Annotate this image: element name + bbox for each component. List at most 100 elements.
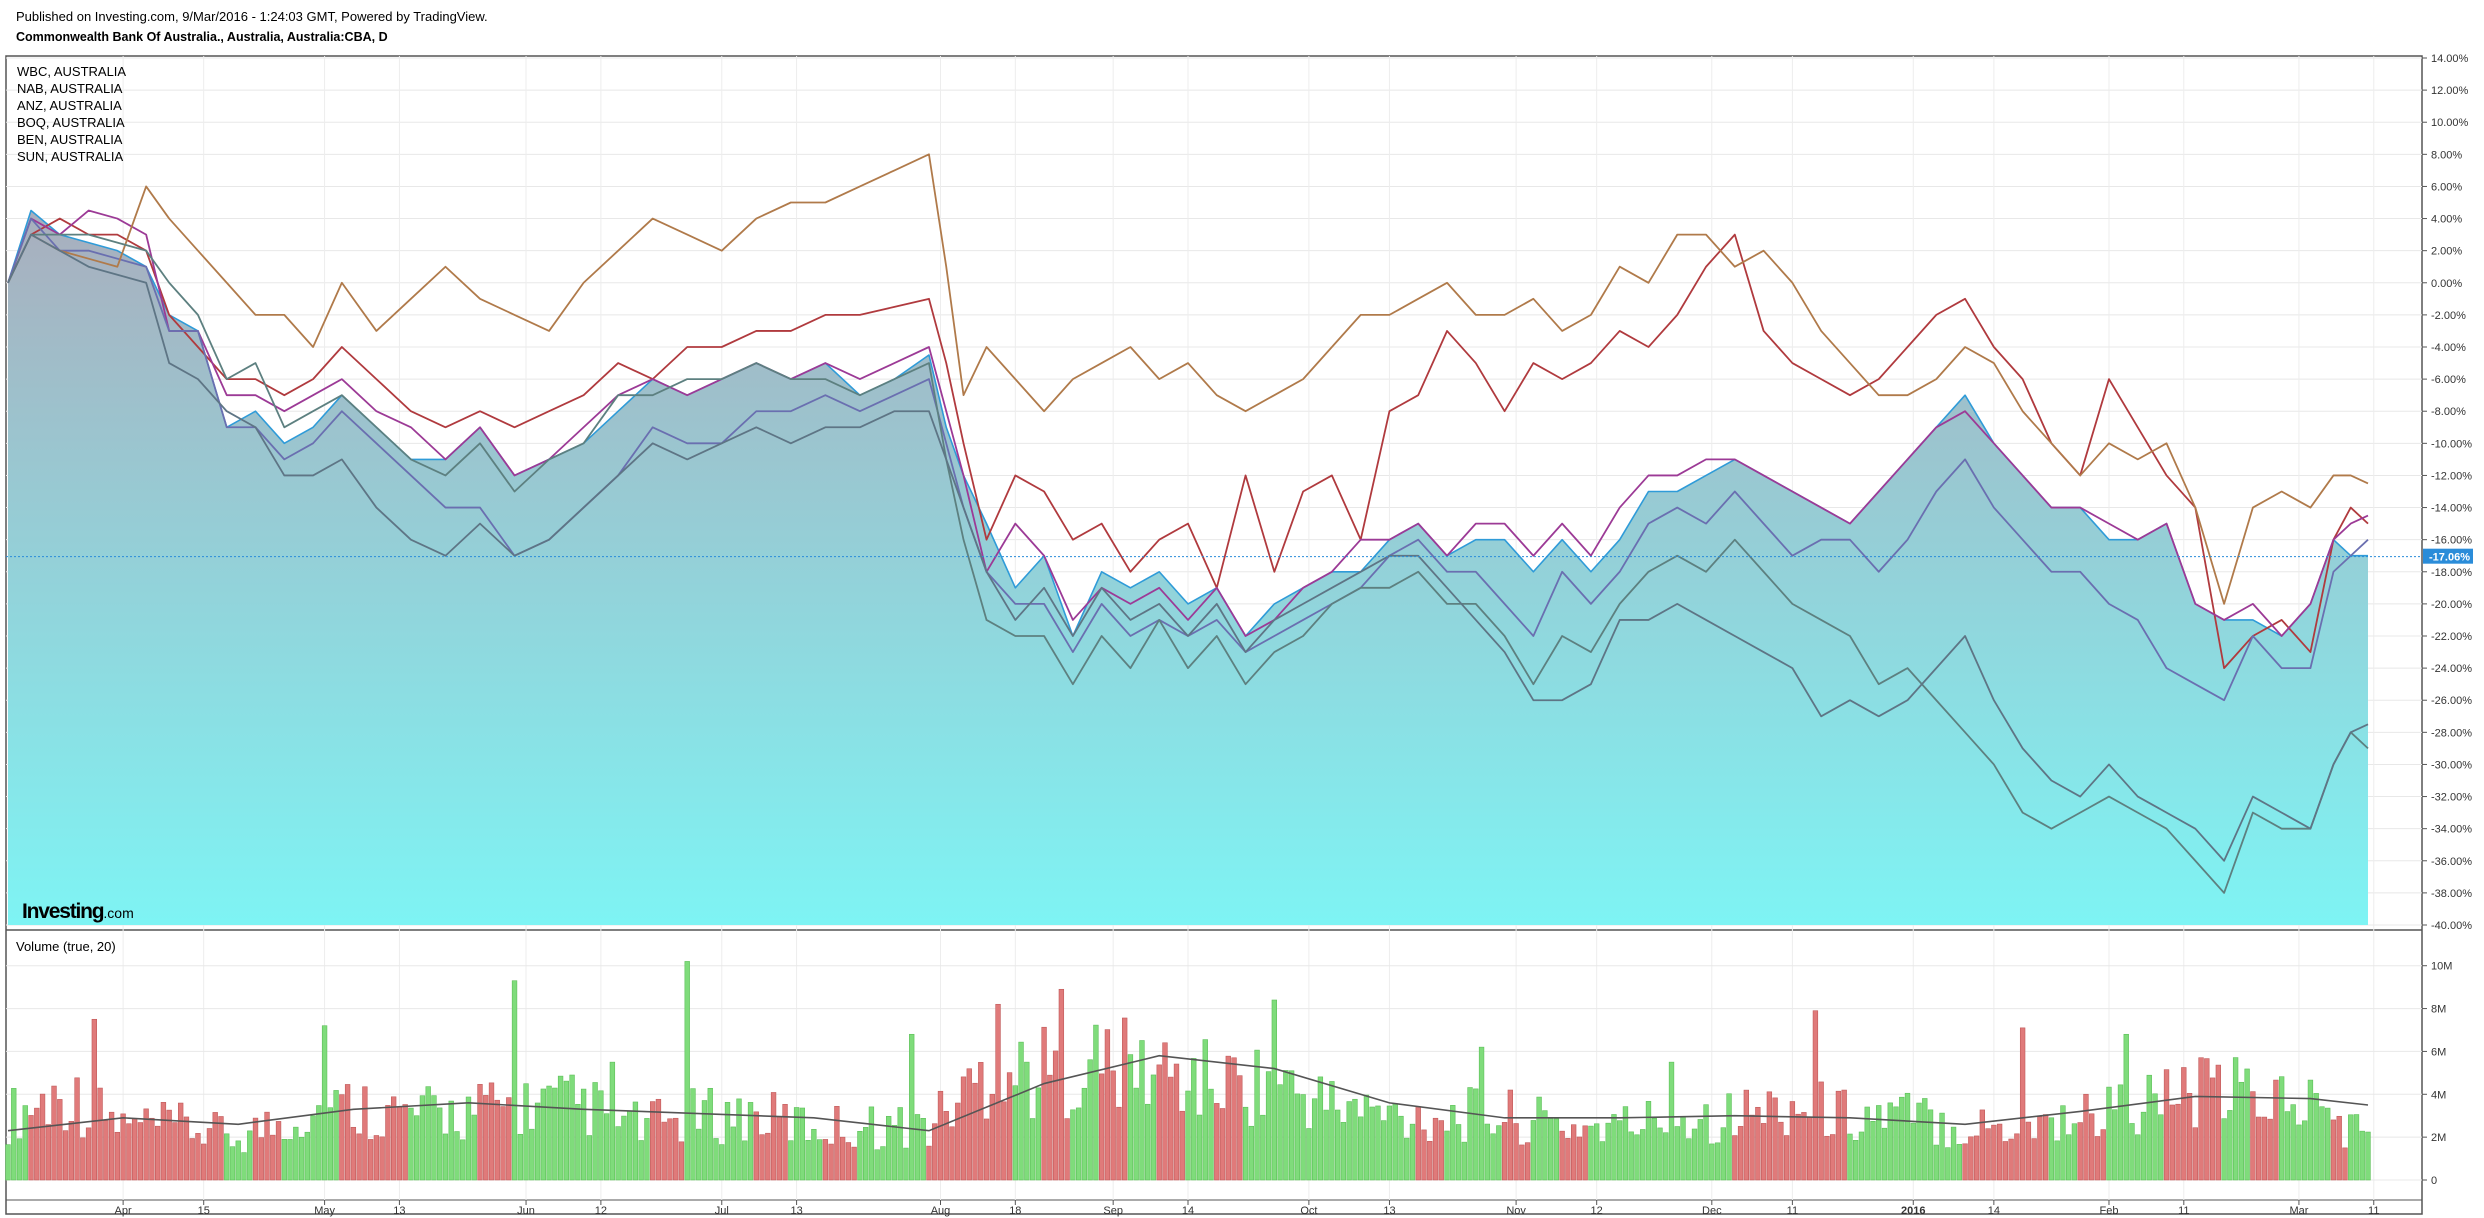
- volume-bar: [1473, 1088, 1479, 1181]
- legend-item-boq[interactable]: BOQ, AUSTRALIA: [17, 115, 125, 130]
- volume-bar: [1795, 1113, 1801, 1181]
- volume-bar: [5, 1144, 11, 1181]
- volume-bar: [972, 1082, 978, 1181]
- volume-bar: [1145, 1103, 1151, 1181]
- volume-bar: [1674, 1126, 1680, 1181]
- volume-bar: [1478, 1046, 1485, 1181]
- volume-bar: [1087, 1059, 1093, 1181]
- volume-bar: [949, 1126, 955, 1181]
- volume-bar: [437, 1107, 443, 1181]
- volume-bar: [2019, 1027, 2026, 1181]
- volume-bar: [546, 1085, 552, 1181]
- volume-bar: [1156, 1064, 1162, 1181]
- y-tick-label: -10.00%: [2431, 438, 2472, 450]
- volume-bar: [1450, 1105, 1456, 1181]
- volume-bar: [281, 1139, 287, 1181]
- y-tick-label: 8.00%: [2431, 149, 2462, 161]
- volume-bar: [2342, 1147, 2348, 1181]
- volume-bar: [2215, 1064, 2222, 1181]
- volume-bar: [724, 1102, 731, 1181]
- volume-bar: [1513, 1123, 1519, 1181]
- x-tick-label: Dec: [1702, 1205, 1722, 1217]
- volume-bar: [206, 1128, 213, 1181]
- volume-ma-path: [7, 1054, 2369, 1132]
- volume-bar: [782, 1104, 788, 1181]
- volume-bar: [1369, 1106, 1375, 1181]
- x-tick-label: 14: [1988, 1205, 2000, 1217]
- volume-bar: [356, 1133, 362, 1181]
- volume-bar: [2037, 1116, 2043, 1181]
- volume-bar: [68, 1121, 74, 1181]
- volume-bar: [183, 1116, 190, 1181]
- volume-bar: [2077, 1122, 2083, 1181]
- volume-bar: [1052, 1050, 1059, 1181]
- legend-item-ben[interactable]: BEN, AUSTRALIA: [17, 132, 123, 147]
- volume-bar: [241, 1152, 247, 1181]
- volume-bar: [1530, 1120, 1537, 1181]
- volume-bar: [816, 1139, 823, 1181]
- volume-bar: [2221, 1118, 2227, 1181]
- volume-bars: [5, 961, 2371, 1181]
- volume-bar: [1726, 1093, 1732, 1181]
- volume-bar: [2336, 1115, 2342, 1181]
- volume-bar: [1582, 1125, 1588, 1181]
- volume-bar: [2232, 1057, 2239, 1181]
- x-tick-label: Oct: [1300, 1205, 1317, 1217]
- y-tick-label: 0: [2431, 1175, 2437, 1187]
- volume-bar: [2284, 1111, 2291, 1181]
- volume-bar: [39, 1093, 46, 1181]
- x-tick-label: Nov: [1506, 1205, 1526, 1217]
- chart-title: Commonwealth Bank Of Australia., Austral…: [16, 30, 388, 44]
- legend-item-anz[interactable]: ANZ, AUSTRALIA: [17, 98, 122, 113]
- volume-bar: [926, 1145, 932, 1181]
- volume-bar: [80, 1137, 86, 1181]
- volume-bar: [2054, 1140, 2060, 1181]
- volume-bar: [932, 1123, 938, 1181]
- volume-bar: [1841, 1089, 1847, 1181]
- volume-bar: [903, 1147, 909, 1181]
- volume-bar: [1594, 1123, 1600, 1181]
- volume-bar: [333, 1090, 339, 1181]
- volume-bar: [690, 1088, 696, 1181]
- volume-bar: [1910, 1122, 1916, 1181]
- volume-bar: [1248, 1125, 1254, 1181]
- volume-bar: [2002, 1141, 2009, 1181]
- volume-bar: [1737, 1126, 1744, 1181]
- volume-bar: [425, 1086, 431, 1181]
- volume-bar: [707, 1087, 713, 1181]
- volume-bar: [1812, 1010, 1819, 1181]
- y-tick-label: -32.00%: [2431, 792, 2472, 804]
- volume-bar: [540, 1088, 546, 1181]
- x-tick-label: Feb: [2099, 1205, 2118, 1217]
- volume-bar: [1939, 1112, 1945, 1181]
- volume-bar: [500, 1106, 506, 1181]
- volume-bar: [2290, 1104, 2296, 1181]
- y-tick-label: 4M: [2431, 1089, 2446, 1101]
- volume-bar: [126, 1123, 132, 1181]
- volume-bar: [235, 1140, 241, 1181]
- x-tick-label: 13: [790, 1205, 802, 1217]
- volume-bar: [1427, 1140, 1433, 1181]
- volume-title: Volume (true, 20): [16, 939, 116, 954]
- legend-item-wbc[interactable]: WBC, AUSTRALIA: [17, 64, 127, 79]
- cba-area-fill: [8, 210, 2368, 925]
- volume-bar: [1996, 1123, 2003, 1181]
- x-tick-label: Apr: [115, 1205, 132, 1217]
- volume-bar: [1559, 1130, 1565, 1181]
- time-axis: Apr 15 May 13 Jun 12 Jul 13 Aug 18 Sep 14 Oct 13 Nov 12…: [115, 1200, 2379, 1217]
- volume-bar: [2140, 1111, 2147, 1181]
- volume-bar: [1409, 1123, 1416, 1181]
- y-tick-label: 10.00%: [2431, 117, 2469, 129]
- volume-bar: [644, 1118, 650, 1181]
- volume-bar: [264, 1111, 270, 1181]
- legend-item-sun[interactable]: SUN, AUSTRALIA: [17, 149, 124, 164]
- volume-bar: [137, 1122, 144, 1181]
- legend-item-nab[interactable]: NAB, AUSTRALIA: [17, 81, 123, 96]
- volume-bar: [1398, 1115, 1404, 1181]
- volume-bar: [1242, 1106, 1249, 1181]
- volume-bar: [1058, 988, 1065, 1181]
- volume-bar: [960, 1076, 967, 1181]
- volume-bar: [1899, 1096, 1905, 1181]
- volume-bar: [316, 1105, 322, 1181]
